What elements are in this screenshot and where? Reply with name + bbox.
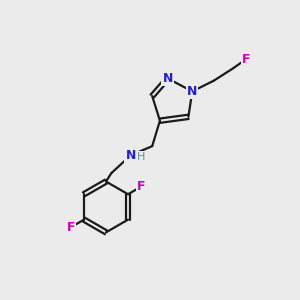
Text: F: F [66, 221, 75, 234]
Text: N: N [162, 72, 173, 85]
Text: F: F [137, 180, 146, 193]
Text: N: N [125, 149, 136, 162]
Text: N: N [187, 85, 197, 98]
Text: H: H [136, 152, 145, 162]
Text: F: F [242, 52, 250, 66]
